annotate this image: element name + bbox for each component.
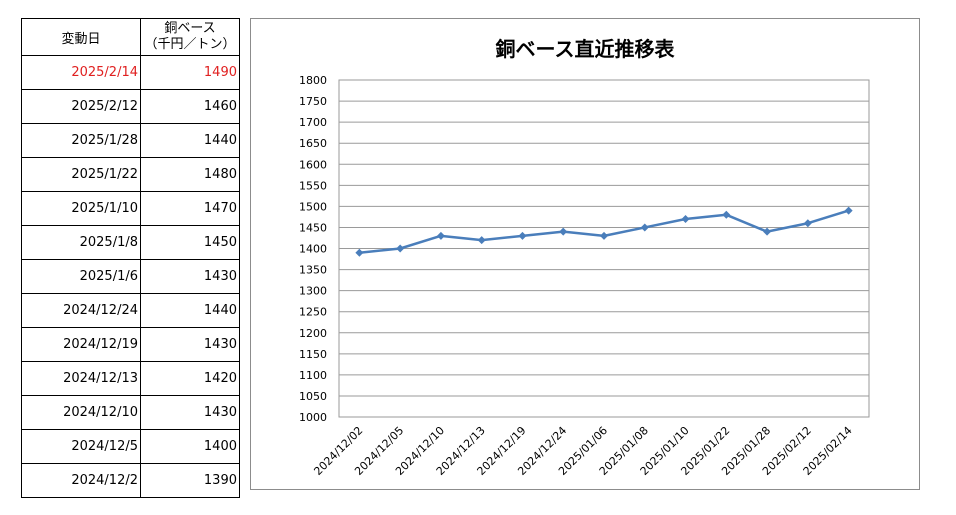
table-row: 2024/12/13 1420 — [21, 361, 240, 396]
value-cell: 1400 — [140, 429, 240, 464]
table-row: 2024/12/24 1440 — [21, 293, 240, 328]
table-row: 2025/1/8 1450 — [21, 225, 240, 260]
value-cell: 1430 — [140, 395, 240, 430]
value-cell: 1440 — [140, 293, 240, 328]
value-cell: 1480 — [140, 157, 240, 192]
y-tick-label: 1650 — [299, 137, 327, 150]
y-tick-label: 1300 — [299, 285, 327, 298]
value-cell: 1420 — [140, 361, 240, 396]
value-cell: 1490 — [140, 55, 240, 90]
table-row: 2024/12/5 1400 — [21, 429, 240, 464]
value-cell: 1430 — [140, 327, 240, 362]
date-cell: 2025/1/6 — [21, 259, 141, 294]
data-point-marker — [600, 231, 608, 240]
date-cell: 2025/2/14 — [21, 55, 141, 90]
date-cell: 2024/12/2 — [21, 463, 141, 498]
table-row: 2025/1/10 1470 — [21, 191, 240, 226]
y-tick-label: 1750 — [299, 95, 327, 108]
y-tick-label: 1600 — [299, 158, 327, 171]
y-tick-label: 1700 — [299, 116, 327, 129]
y-tick-label: 1100 — [299, 369, 327, 382]
value-column-header: 銅ベース （千円／トン） — [140, 18, 240, 56]
y-tick-label: 1550 — [299, 179, 327, 192]
data-point-marker — [559, 227, 568, 236]
series-line — [359, 209, 849, 254]
date-cell: 2024/12/5 — [21, 429, 141, 464]
data-point-marker — [763, 227, 772, 236]
date-cell: 2025/1/28 — [21, 123, 141, 158]
data-point-marker — [477, 236, 486, 245]
table-row: 2024/12/2 1390 — [21, 463, 240, 498]
data-point-marker — [640, 223, 649, 232]
y-tick-label: 1500 — [299, 200, 327, 213]
table-row: 2025/1/22 1480 — [21, 157, 240, 192]
data-point-marker — [844, 206, 853, 215]
data-point-marker — [681, 215, 690, 224]
value-header-line1: 銅ベース — [164, 21, 216, 36]
table-row: 2024/12/10 1430 — [21, 395, 240, 430]
date-cell: 2024/12/19 — [21, 327, 141, 362]
data-point-marker — [355, 248, 364, 257]
table-row: 2025/1/6 1430 — [21, 259, 240, 294]
date-cell: 2024/12/10 — [21, 395, 141, 430]
data-point-marker — [518, 231, 527, 240]
value-cell: 1440 — [140, 123, 240, 158]
date-cell: 2024/12/24 — [21, 293, 141, 328]
chart-title: 銅ベース直近推移表 — [495, 37, 675, 61]
y-tick-label: 1200 — [299, 327, 327, 340]
date-column-header: 変動日 — [21, 18, 141, 56]
table-row: 2025/1/28 1440 — [21, 123, 240, 158]
price-table: 変動日 銅ベース （千円／トン） 2025/2/14 1490 2025/2/12 1… — [21, 18, 240, 498]
plot-area-border — [338, 79, 870, 418]
date-cell: 2024/12/13 — [21, 361, 141, 396]
date-cell: 2025/1/22 — [21, 157, 141, 192]
y-tick-label: 1250 — [299, 306, 327, 319]
table-row: 2025/2/14 1490 — [21, 55, 240, 90]
value-cell: 1460 — [140, 89, 240, 124]
y-tick-label: 1800 — [299, 74, 327, 87]
data-point-marker — [436, 231, 445, 240]
y-tick-label: 1150 — [299, 348, 327, 361]
table-header-row: 変動日 銅ベース （千円／トン） — [21, 18, 240, 56]
data-point-marker — [396, 244, 405, 253]
y-tick-label: 1350 — [299, 264, 327, 277]
chart-panel: 銅ベース直近推移表 1000 1050 1100 1150 1200 1250 1300 13… — [250, 18, 920, 490]
y-tick-label: 1450 — [299, 221, 327, 234]
value-cell: 1470 — [140, 191, 240, 226]
line-chart: 1000 1050 1100 1150 1200 1250 1300 1350 1400 1450… — [299, 74, 870, 478]
data-point-marker — [722, 210, 731, 219]
data-point-marker — [803, 219, 812, 228]
date-cell: 2025/2/12 — [21, 89, 141, 124]
y-tick-label: 1000 — [299, 411, 327, 424]
value-header-line2: （千円／トン） — [144, 37, 236, 52]
table-row: 2024/12/19 1430 — [21, 327, 240, 362]
y-tick-label: 1050 — [299, 390, 327, 403]
value-cell: 1450 — [140, 225, 240, 260]
value-cell: 1390 — [140, 463, 240, 498]
table-row: 2025/2/12 1460 — [21, 89, 240, 124]
y-tick-label: 1400 — [299, 243, 327, 256]
value-cell: 1430 — [140, 259, 240, 294]
date-cell: 2025/1/10 — [21, 191, 141, 226]
date-cell: 2025/1/8 — [21, 225, 141, 260]
